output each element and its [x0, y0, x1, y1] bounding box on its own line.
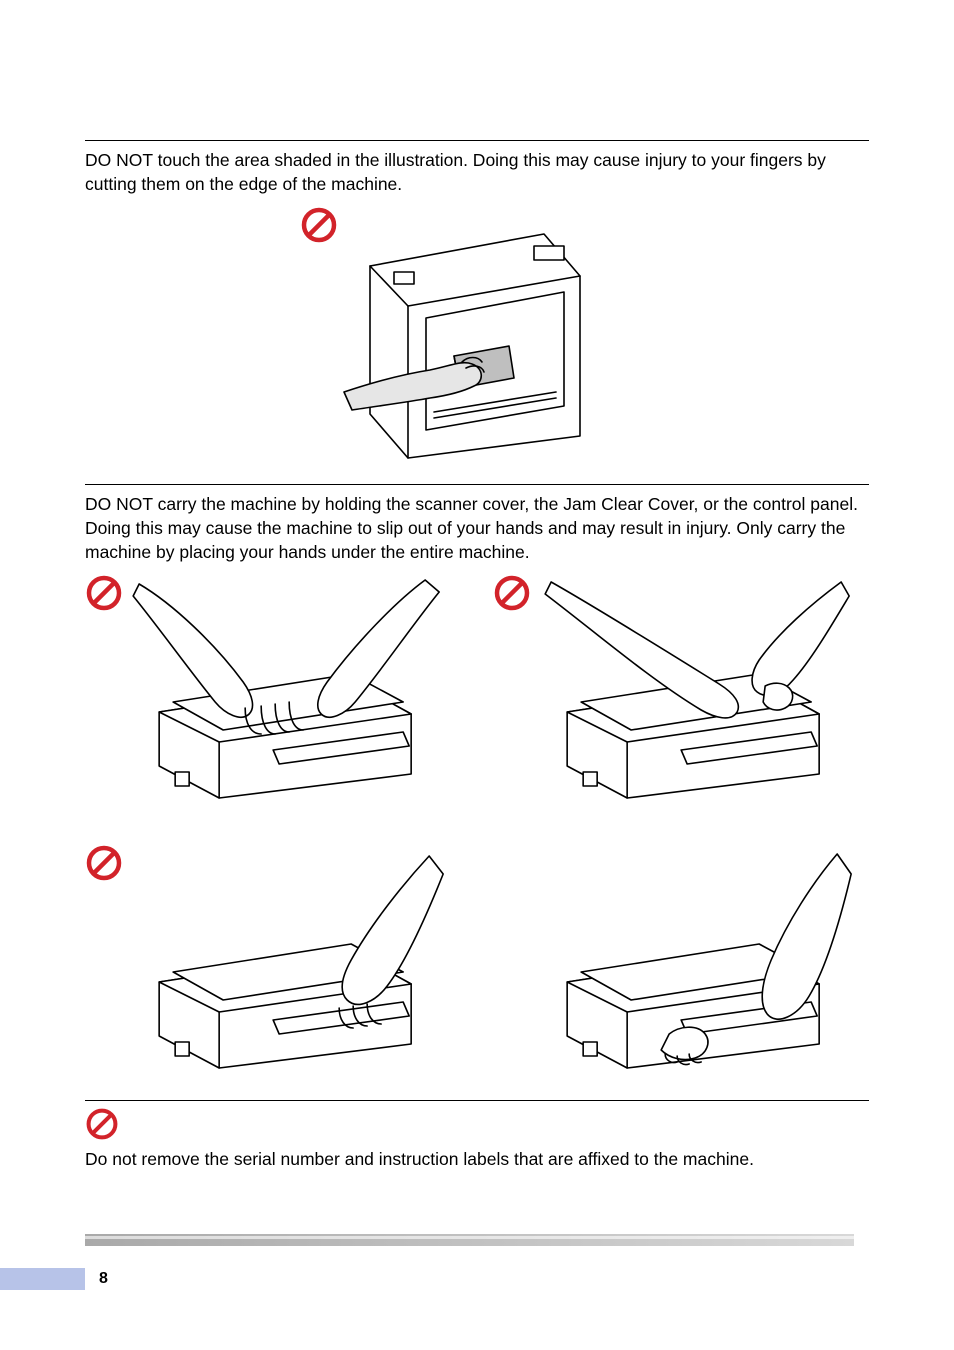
warning-text-carry: DO NOT carry the machine by holding the …: [85, 493, 869, 564]
prohibit-icon: [85, 844, 123, 882]
page-footer: 8: [0, 1234, 954, 1290]
figure-carry-jam-clear-cover: [493, 574, 869, 804]
illustration-carry-scanner-cover: [85, 574, 461, 799]
illustration-carry-jam-clear-cover: [493, 574, 869, 799]
illustration-printer-underside: [334, 206, 594, 466]
prohibit-icon: [85, 1107, 119, 1141]
warning-text-labels: Do not remove the serial number and inst…: [85, 1148, 869, 1172]
prohibit-icon: [85, 574, 123, 612]
rule: [85, 140, 869, 141]
prohibit-icon: [493, 574, 531, 612]
illustration-carry-correct: [493, 844, 869, 1069]
footer-tab: [0, 1268, 85, 1290]
prohibit-icon: [300, 206, 338, 244]
figure-carry-scanner-cover: [85, 574, 461, 804]
figure-shaded-area: [85, 206, 869, 466]
warning-text-shaded-area: DO NOT touch the area shaded in the illu…: [85, 149, 869, 196]
figure-carry-control-panel: [85, 844, 461, 1074]
figure-grid-carry: [85, 574, 869, 1074]
illustration-carry-control-panel: [85, 844, 461, 1069]
footer-bar: [85, 1234, 854, 1246]
page: DO NOT touch the area shaded in the illu…: [0, 0, 954, 1350]
figure-carry-correct: [493, 844, 869, 1074]
page-number: 8: [99, 1270, 108, 1288]
rule: [85, 484, 869, 485]
rule: [85, 1100, 869, 1101]
